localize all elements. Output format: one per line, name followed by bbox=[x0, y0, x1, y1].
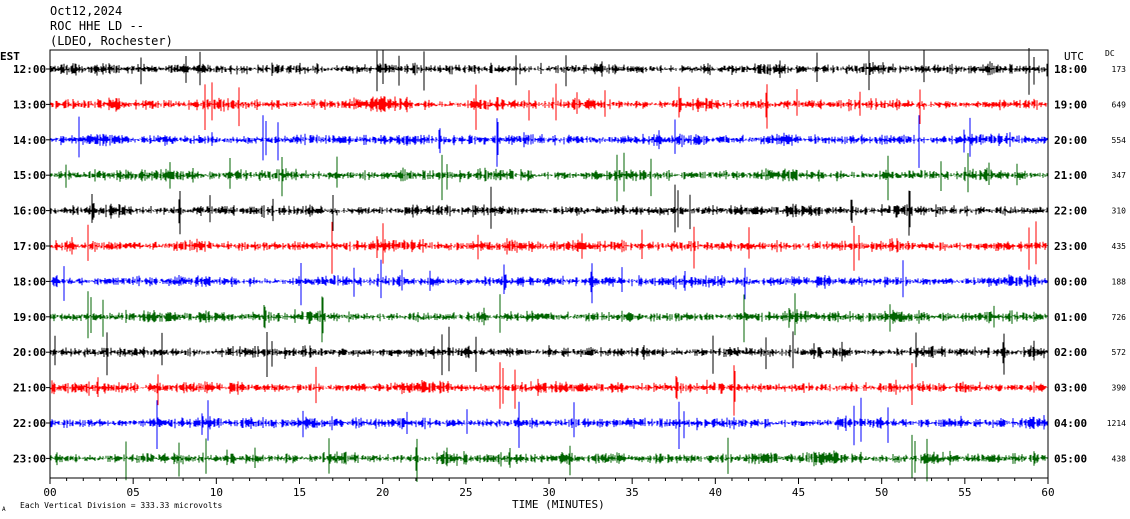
dc-value: 554 bbox=[1112, 136, 1127, 145]
trace-line bbox=[49, 184, 1049, 236]
dc-value: 390 bbox=[1112, 384, 1127, 393]
est-tick-label: 21:00 bbox=[13, 382, 46, 395]
trace-line bbox=[49, 326, 1049, 377]
trace-line bbox=[49, 152, 1049, 202]
trace-layer bbox=[49, 48, 1049, 482]
dc-value: 188 bbox=[1112, 277, 1127, 286]
utc-axis-title: UTC bbox=[1064, 50, 1084, 63]
dc-value: 438 bbox=[1112, 454, 1127, 463]
dc-value: 1214 bbox=[1107, 419, 1126, 428]
x-tick-label: 60 bbox=[1041, 486, 1054, 499]
utc-tick-label: 05:00 bbox=[1054, 452, 1087, 465]
utc-tick-label: 03:00 bbox=[1054, 382, 1087, 395]
trace-line bbox=[49, 48, 1049, 95]
utc-tick-label: 23:00 bbox=[1054, 240, 1087, 253]
trace-line bbox=[49, 291, 1049, 343]
utc-tick-label: 19:00 bbox=[1054, 98, 1087, 111]
trace-line bbox=[49, 397, 1049, 449]
dc-value: 173 bbox=[1112, 65, 1127, 74]
label-layer: 12:00 18:00 173 13:00 19:00 649 14:00 20:00 554 1… bbox=[13, 63, 1126, 499]
header-station: ROC HHE LD -- bbox=[50, 19, 144, 33]
utc-tick-label: 22:00 bbox=[1054, 205, 1087, 218]
x-tick-label: 35 bbox=[626, 486, 639, 499]
header-location: (LDEO, Rochester) bbox=[50, 34, 173, 48]
est-tick-label: 14:00 bbox=[13, 134, 46, 147]
x-tick-label: 25 bbox=[459, 486, 472, 499]
utc-tick-label: 20:00 bbox=[1054, 134, 1087, 147]
est-tick-label: 23:00 bbox=[13, 452, 46, 465]
est-tick-label: 16:00 bbox=[13, 205, 46, 218]
dc-value: 649 bbox=[1112, 100, 1127, 109]
x-tick-label: 40 bbox=[709, 486, 722, 499]
x-tick-label: 20 bbox=[376, 486, 389, 499]
header-date: Oct12,2024 bbox=[50, 4, 123, 18]
x-tick-label: 15 bbox=[293, 486, 306, 499]
trace-line bbox=[49, 115, 1049, 168]
trace-line bbox=[49, 82, 1048, 130]
est-tick-label: 15:00 bbox=[13, 169, 46, 182]
dc-column-title: DC bbox=[1105, 49, 1115, 58]
trace-line bbox=[49, 362, 1049, 416]
plot-frame bbox=[49, 49, 1049, 479]
dc-value: 435 bbox=[1112, 242, 1127, 251]
scale-footnote: Each Vertical Division = 333.33 microvol… bbox=[20, 501, 222, 510]
x-tick-label: 10 bbox=[210, 486, 223, 499]
est-tick-label: 20:00 bbox=[13, 346, 46, 359]
est-tick-label: 13:00 bbox=[13, 98, 46, 111]
x-tick-label: 45 bbox=[792, 486, 805, 499]
est-tick-label: 12:00 bbox=[13, 63, 46, 76]
utc-tick-label: 01:00 bbox=[1054, 311, 1087, 324]
est-tick-label: 17:00 bbox=[13, 240, 46, 253]
utc-tick-label: 18:00 bbox=[1054, 63, 1087, 76]
trace-line bbox=[49, 221, 1049, 274]
dc-value: 310 bbox=[1112, 207, 1127, 216]
x-tick-label: 30 bbox=[542, 486, 555, 499]
est-tick-label: 19:00 bbox=[13, 311, 46, 324]
utc-tick-label: 02:00 bbox=[1054, 346, 1087, 359]
trace-line bbox=[49, 434, 1049, 482]
dc-value: 572 bbox=[1112, 348, 1127, 357]
dc-value: 347 bbox=[1112, 171, 1127, 180]
est-tick-label: 18:00 bbox=[13, 275, 46, 288]
x-tick-label: 55 bbox=[958, 486, 971, 499]
est-axis-title: EST bbox=[0, 50, 20, 63]
est-tick-label: 22:00 bbox=[13, 417, 46, 430]
x-tick-label: 50 bbox=[875, 486, 888, 499]
corner-mark: A bbox=[2, 506, 6, 513]
utc-tick-label: 00:00 bbox=[1054, 275, 1087, 288]
trace-line bbox=[49, 259, 1049, 306]
x-tick-label: 00 bbox=[43, 486, 56, 499]
x-tick-label: 05 bbox=[127, 486, 140, 499]
dc-value: 726 bbox=[1112, 313, 1127, 322]
utc-tick-label: 21:00 bbox=[1054, 169, 1087, 182]
x-axis-title: TIME (MINUTES) bbox=[512, 498, 605, 511]
utc-tick-label: 04:00 bbox=[1054, 417, 1087, 430]
